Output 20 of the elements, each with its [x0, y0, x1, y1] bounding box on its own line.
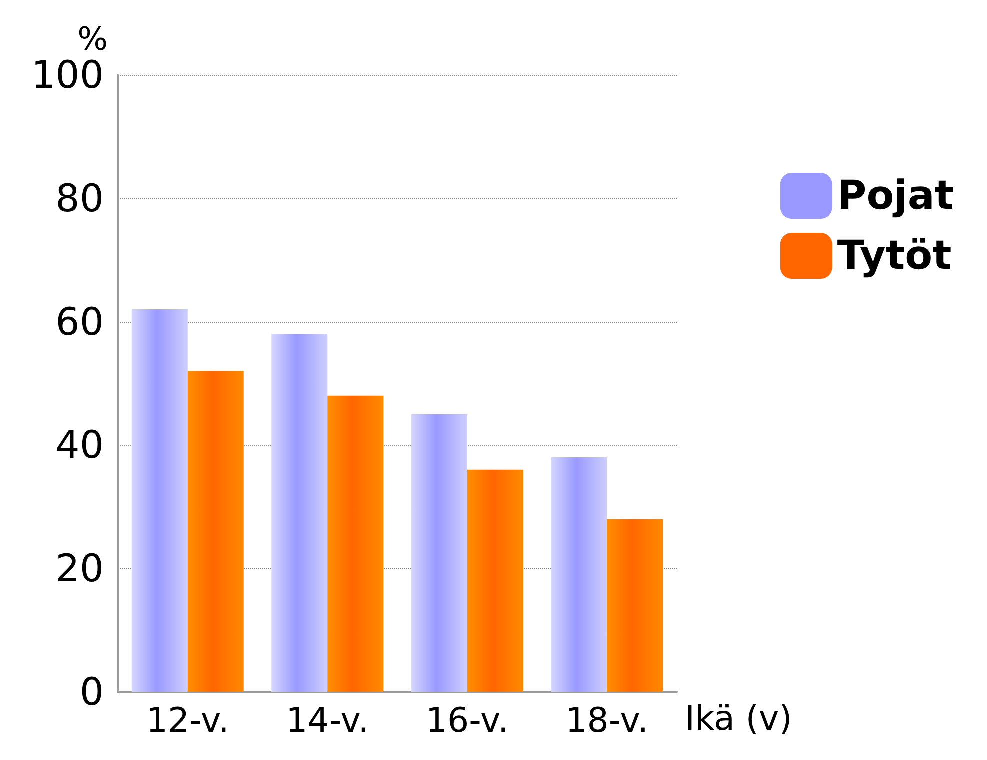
bar	[467, 470, 524, 692]
bar	[551, 458, 608, 692]
bar	[132, 309, 188, 692]
bar	[411, 414, 468, 692]
legend-label: Pojat	[837, 173, 954, 219]
y-tick-label: 60	[56, 300, 104, 344]
x-tick-label: 12-v.	[146, 701, 230, 741]
x-tick-label: 16-v.	[426, 701, 509, 741]
x-axis-title: Ikä (v)	[685, 699, 792, 739]
legend-label: Tytöt	[837, 233, 952, 279]
bar	[188, 371, 244, 692]
bar	[328, 396, 384, 692]
y-tick-label: 0	[80, 670, 104, 714]
bar	[607, 519, 664, 692]
y-tick-label: 80	[56, 176, 104, 220]
bar	[272, 334, 328, 692]
x-tick-label: 14-v.	[286, 701, 370, 741]
y-tick-label: 20	[56, 546, 104, 591]
x-tick-label: 18-v.	[566, 701, 649, 741]
y-tick-label: 40	[56, 423, 104, 468]
